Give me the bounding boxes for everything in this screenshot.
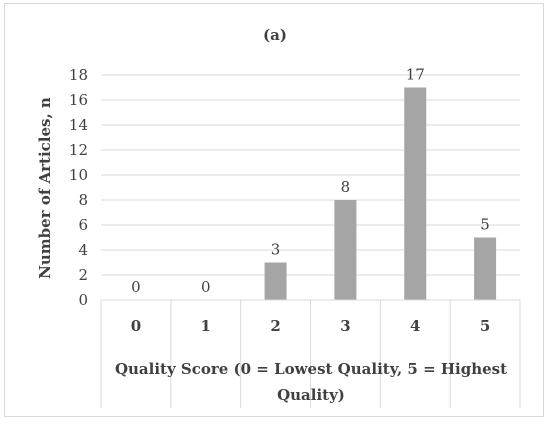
data-label: 5 [480, 216, 490, 234]
y-tick-label: 12 [69, 141, 88, 159]
x-tick-label: 3 [340, 317, 350, 335]
x-tick-label: 5 [480, 317, 490, 335]
y-tick-label: 8 [78, 191, 88, 209]
y-tick-label: 14 [69, 116, 88, 134]
chart-frame [4, 3, 544, 417]
data-labels: 0 0 3 8 17 5 [131, 66, 490, 297]
y-axis-label: Number of Articles, n [36, 97, 54, 279]
x-tick-label: 1 [201, 317, 211, 335]
x-axis [100, 299, 521, 408]
x-axis-label-line-2: Quality) [277, 386, 345, 404]
y-tick-label: 4 [78, 241, 88, 259]
bar-3 [334, 200, 357, 300]
data-label: 8 [341, 178, 351, 196]
x-tick-label: 2 [270, 317, 280, 335]
y-tick-labels: 0 2 4 6 8 10 12 14 16 18 [69, 66, 88, 309]
y-tick-label: 0 [78, 291, 88, 309]
y-tick-label: 2 [78, 266, 88, 284]
chart-title: (a) [263, 26, 287, 44]
bar-5 [474, 237, 497, 300]
data-label: 17 [406, 66, 425, 84]
x-tick-label: 0 [131, 317, 141, 335]
y-tick-label: 18 [69, 66, 88, 84]
y-tick-label: 16 [69, 91, 88, 109]
data-label: 3 [271, 241, 281, 259]
gridlines [101, 74, 520, 276]
data-label: 0 [201, 278, 211, 296]
x-tick-label: 4 [410, 317, 420, 335]
y-tick-label: 10 [69, 166, 88, 184]
y-tick-label: 6 [78, 216, 88, 234]
x-axis-label-line-1: Quality Score (0 = Lowest Quality, 5 = H… [115, 360, 507, 378]
x-tick-labels: 0 1 2 3 4 5 [131, 317, 491, 335]
data-label: 0 [131, 278, 141, 296]
bar-4 [404, 87, 427, 300]
bar-2 [264, 262, 287, 300]
bars [264, 87, 497, 300]
